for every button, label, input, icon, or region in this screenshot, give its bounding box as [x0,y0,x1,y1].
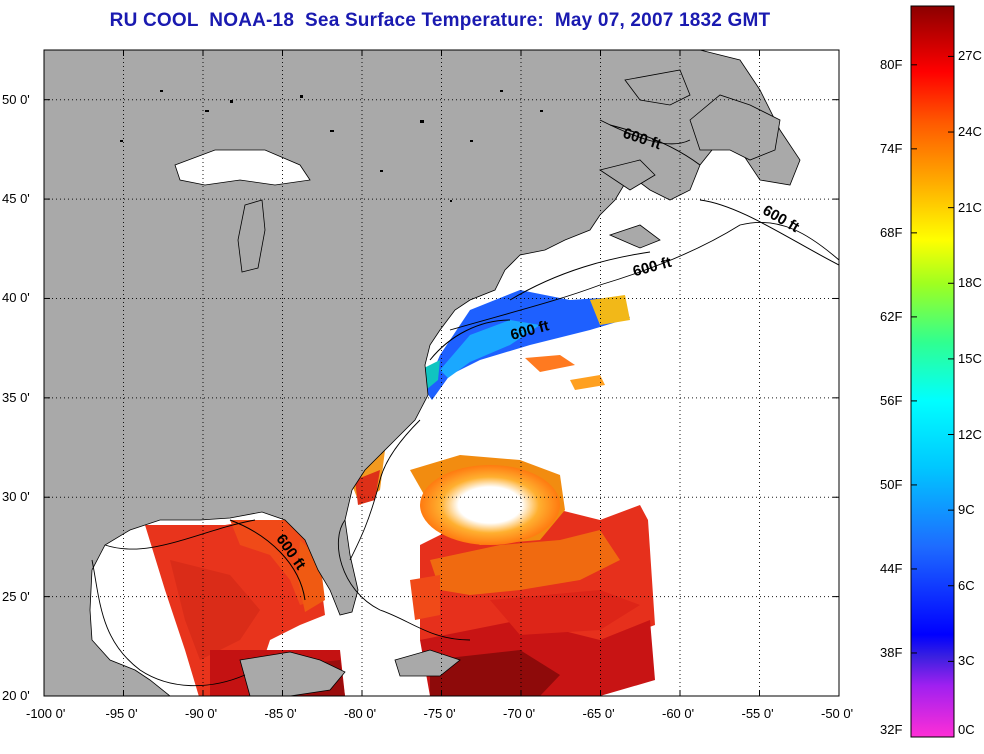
axis-ticks [43,50,840,697]
colorbar-f-label: 80F [880,56,903,72]
great-lakes-water [174,149,311,273]
colorbar-c-label: 15C [958,350,982,366]
colorbar-c-label: 12C [958,426,982,442]
colorbar [910,5,955,738]
longitude-label: -55 0' [741,706,774,721]
longitude-label: -60 0' [662,706,695,721]
colorbar-c-label: 9C [958,502,975,518]
colorbar-f-label: 44F [880,560,903,576]
colorbar-f-label: 38F [880,644,903,660]
colorbar-f-label: 74F [880,140,903,156]
land-mass [44,50,801,696]
colorbar-c-label: 27C [958,48,982,64]
latitude-label: 45 0' [2,191,30,207]
longitude-label: -100 0' [26,706,66,721]
latitude-label: 50 0' [2,91,30,107]
depth-contour-600ft [229,124,839,601]
longitude-label: -90 0' [185,706,218,721]
colorbar-c-label: 24C [958,124,982,140]
latitude-label: 35 0' [2,389,30,405]
colorbar-f-label: 68F [880,224,903,240]
longitude-label: -85 0' [264,706,297,721]
sst-mid-atlantic-shelf [420,290,630,400]
colorbar-f-label: 56F [880,392,903,408]
longitude-label: -50 0' [821,706,854,721]
longitude-label: -70 0' [503,706,536,721]
coastal-outlines [91,119,839,687]
colorbar-ticks [911,55,954,738]
longitude-label: -80 0' [344,706,377,721]
colorbar-c-label: 21C [958,199,982,215]
latitude-label: 20 0' [2,688,30,703]
colorbar-c-label: 3C [958,653,975,669]
colorbar-f-label: 32F [880,722,903,737]
latitude-label: 25 0' [2,588,30,604]
latitude-label: 40 0' [2,290,30,306]
colorbar-c-label: 18C [958,275,982,291]
colorbar-c-label: 0C [958,722,975,737]
colorbar-f-label: 50F [880,476,903,492]
colorbar-f-label: 62F [880,308,903,324]
latitude-label: 30 0' [2,489,30,505]
grid-lines [44,50,839,696]
longitude-label: -65 0' [582,706,615,721]
sst-sargasso-sea [350,450,655,696]
scattered-cloud-pixels [120,90,543,202]
colorbar-c-label: 6C [958,577,975,593]
map-title: RU COOL NOAA-18 Sea Surface Temperature:… [109,10,771,31]
longitude-label: -95 0' [105,706,138,721]
longitude-label: -75 0' [423,706,456,721]
